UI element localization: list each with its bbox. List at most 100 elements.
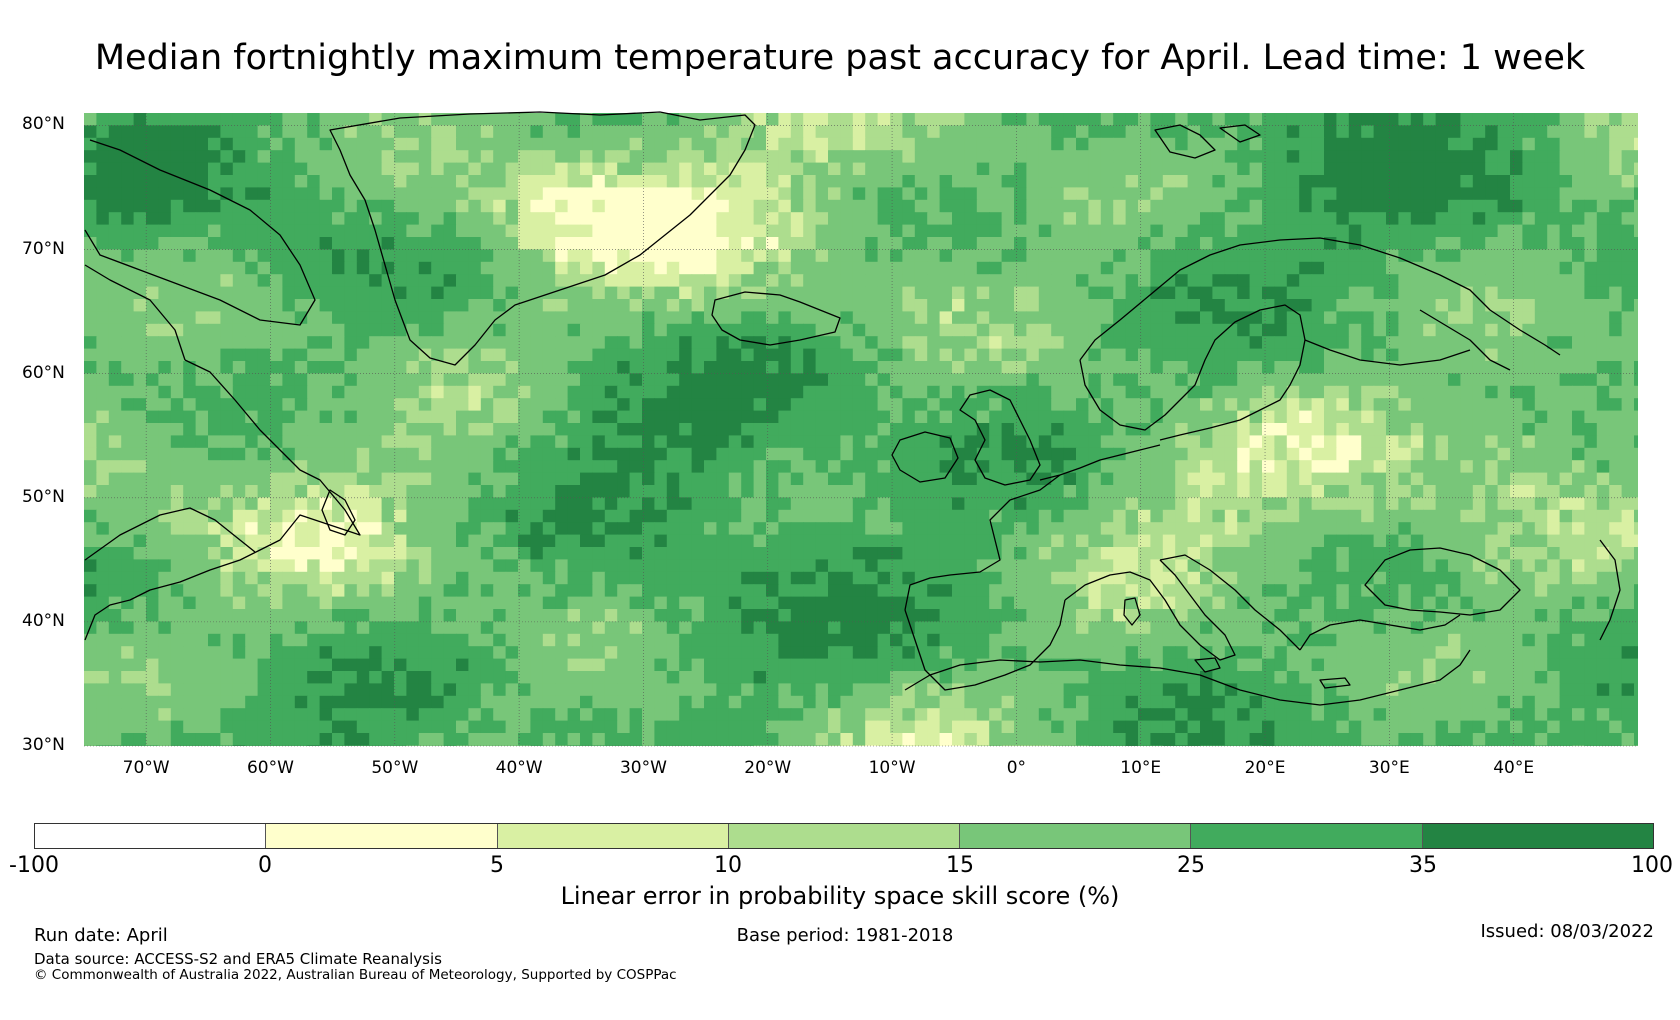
skill-cell — [1522, 509, 1536, 523]
skill-cell — [108, 162, 122, 176]
skill-cell — [1286, 187, 1300, 201]
skill-cell — [1150, 311, 1164, 325]
skill-cell — [1063, 435, 1077, 449]
skill-cell — [1485, 460, 1499, 474]
skill-cell — [133, 547, 147, 560]
skill-cell — [1596, 212, 1610, 226]
skill-cell — [1534, 299, 1548, 312]
skill-cell — [865, 125, 879, 139]
skill-cell — [1200, 137, 1213, 151]
skill-cell — [1497, 410, 1511, 424]
skill-cell — [158, 150, 172, 164]
skill-cell — [1088, 137, 1102, 151]
skill-cell — [294, 534, 308, 548]
skill-cell — [307, 398, 321, 412]
skill-cell — [567, 522, 581, 536]
skill-cell — [1063, 509, 1077, 523]
skill-cell — [1212, 398, 1226, 412]
skill-cell — [1410, 361, 1424, 374]
skill-cell — [555, 423, 569, 436]
skill-cell — [642, 336, 655, 350]
skill-cell — [617, 361, 631, 374]
skill-cell — [939, 162, 953, 176]
skill-cell — [1200, 571, 1213, 585]
skill-cell — [282, 534, 296, 548]
skill-cell — [232, 584, 246, 598]
skill-cell — [1398, 423, 1412, 436]
skill-cell — [1224, 534, 1238, 548]
skill-cell — [592, 472, 606, 486]
skill-cell — [766, 596, 779, 610]
skill-cell — [1038, 559, 1052, 573]
skill-cell — [146, 509, 159, 523]
skill-cell — [530, 162, 544, 176]
skill-cell — [766, 261, 779, 275]
skill-cell — [852, 199, 866, 213]
skill-cell — [629, 113, 643, 126]
skill-cell — [1472, 199, 1486, 213]
skill-cell — [1460, 199, 1474, 213]
skill-cell — [1212, 299, 1226, 312]
skill-cell — [294, 435, 308, 449]
skill-cell — [1237, 336, 1251, 350]
skill-cell — [1485, 336, 1499, 350]
skill-cell — [1373, 113, 1387, 126]
skill-cell — [121, 175, 135, 188]
skill-cell — [518, 509, 531, 523]
skill-cell — [232, 249, 246, 263]
skill-cell — [220, 435, 234, 449]
skill-cell — [257, 348, 271, 362]
skill-cell — [1100, 175, 1114, 188]
skill-cell — [1237, 348, 1251, 362]
skill-cell — [642, 137, 655, 151]
skill-cell — [1609, 336, 1623, 350]
skill-cell — [716, 137, 730, 151]
skill-cell — [1472, 323, 1486, 337]
skill-cell — [493, 485, 507, 498]
skill-cell — [1410, 237, 1424, 250]
skill-cell — [1125, 162, 1139, 176]
skill-cell — [1100, 522, 1114, 536]
skill-cell — [530, 435, 544, 449]
skill-cell — [1299, 113, 1313, 126]
skill-cell — [356, 336, 370, 350]
skill-cell — [84, 410, 97, 424]
skill-cell — [394, 571, 407, 585]
skill-cell — [716, 150, 730, 164]
skill-cell — [1485, 224, 1499, 238]
skill-cell — [766, 150, 779, 164]
skill-cell — [1572, 423, 1585, 436]
skill-cell — [1609, 522, 1623, 536]
skill-cell — [282, 113, 296, 126]
skill-cell — [927, 509, 941, 523]
skill-cell — [778, 237, 792, 250]
skill-cell — [902, 137, 916, 151]
skill-cell — [1150, 361, 1164, 374]
skill-cell — [1497, 249, 1511, 263]
skill-cell — [232, 485, 246, 498]
skill-cell — [1510, 336, 1523, 350]
skill-cell — [369, 348, 383, 362]
skill-cell — [567, 249, 581, 263]
skill-cell — [890, 596, 903, 610]
skill-cell — [1497, 571, 1511, 585]
skill-cell — [1410, 336, 1424, 350]
skill-cell — [741, 398, 755, 412]
skill-cell — [654, 435, 668, 449]
skill-cell — [567, 534, 581, 548]
skill-cell — [1423, 398, 1437, 412]
skill-cell — [505, 113, 519, 126]
skill-cell — [468, 212, 482, 226]
skill-cell — [939, 323, 953, 337]
skill-cell — [1472, 348, 1486, 362]
skill-cell — [518, 237, 531, 250]
skill-cell — [1237, 571, 1251, 585]
skill-cell — [828, 348, 841, 362]
skill-cell — [654, 509, 668, 523]
skill-cell — [1200, 261, 1213, 275]
skill-cell — [1584, 361, 1598, 374]
skill-cell — [245, 113, 259, 126]
skill-cell — [443, 559, 457, 573]
skill-cell — [183, 435, 197, 449]
skill-cell — [580, 323, 593, 337]
